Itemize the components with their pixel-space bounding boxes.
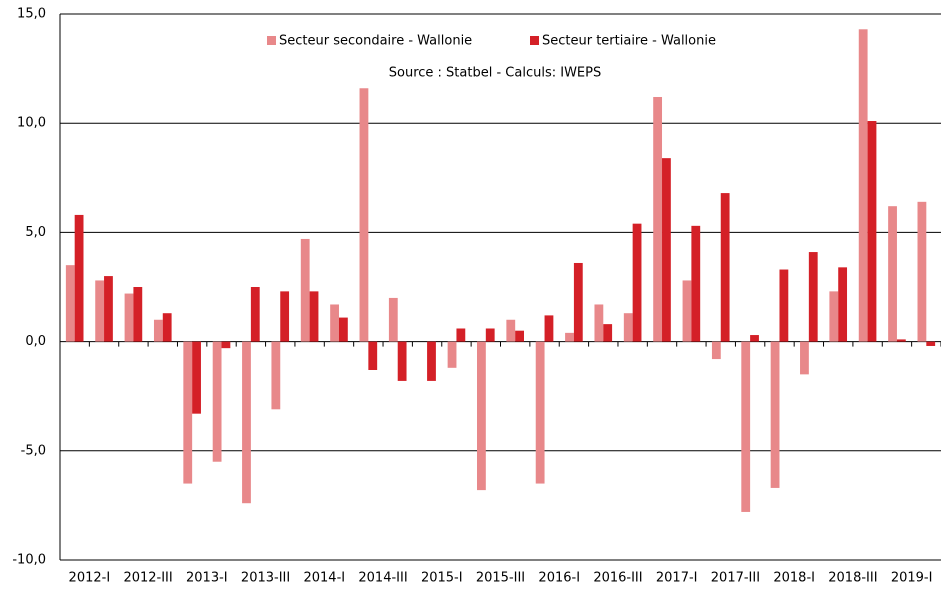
bar [682,280,692,342]
x-tick-label: 2013-I [186,571,228,586]
x-tick-label: 2016-III [593,571,642,586]
bar [535,341,545,484]
bar [506,319,516,342]
y-tick-label: 10,0 [17,116,46,131]
bar [603,324,613,342]
bar [447,341,457,368]
bar [388,297,398,342]
bar [330,304,339,342]
chart-subtitle: Source : Statbel - Calculs: IWEPS [389,66,601,81]
bar [309,291,319,342]
legend-label: Secteur secondaire - Wallonie [279,34,472,49]
bar [300,238,310,342]
bar [770,341,780,488]
bar [594,304,604,342]
bar [800,341,809,375]
legend-label: Secteur tertiaire - Wallonie [542,34,716,49]
bar [192,341,201,414]
x-tick-label: 2015-I [421,571,463,586]
bar [565,332,574,342]
x-tick-label: 2013-III [241,571,290,586]
bar [779,269,789,342]
bar [515,330,524,342]
bar [888,206,897,342]
bar [368,341,378,370]
y-tick-label: 15,0 [17,7,46,22]
bar [183,341,193,484]
bar [65,265,75,342]
bar [829,291,839,342]
bar [221,341,231,349]
bar [104,276,113,342]
x-tick-label: 2018-I [773,571,815,586]
bar [280,291,290,342]
y-tick-label: 0,0 [25,334,46,349]
x-tick-label: 2017-I [656,571,698,586]
bar [896,339,906,342]
legend-swatch [267,36,276,45]
bar [653,96,663,342]
x-tick-label: 2014-III [358,571,407,586]
x-tick-label: 2019-I [891,571,933,586]
bar [662,158,671,342]
legend-swatch [530,36,539,45]
bar [338,317,348,342]
bar [720,193,730,342]
x-tick-label: 2016-I [538,571,580,586]
bar [271,341,281,410]
bar [573,262,583,342]
x-tick-label: 2014-I [303,571,345,586]
bar [95,280,105,342]
bar [623,313,633,342]
bar [133,287,143,342]
x-tick-label: 2018-III [828,571,877,586]
y-tick-label: -5,0 [21,443,46,458]
bar [711,341,721,360]
bar [867,121,877,342]
bar [750,335,759,342]
bar [456,328,466,342]
x-tick-label: 2017-III [711,571,760,586]
y-tick-label: 5,0 [25,225,46,240]
y-tick-label: -10,0 [12,553,46,568]
bar [917,201,927,342]
bar [124,293,134,342]
bar [427,341,436,381]
bar [162,313,172,342]
bar [212,341,222,462]
bar [250,287,260,342]
bar [153,319,163,342]
x-tick-label: 2012-I [69,571,111,586]
bar [359,88,369,342]
bar [926,341,936,346]
bar [691,225,701,342]
bar [544,315,554,342]
x-tick-label: 2012-III [123,571,172,586]
bar [838,267,848,342]
bar [808,252,818,342]
bar [477,341,486,491]
bar [242,341,251,504]
bar [858,29,868,342]
bar [632,223,642,342]
x-tick-label: 2015-III [476,571,525,586]
bar [74,214,84,342]
bar [485,328,495,342]
bar [741,341,751,512]
bar [397,341,407,381]
